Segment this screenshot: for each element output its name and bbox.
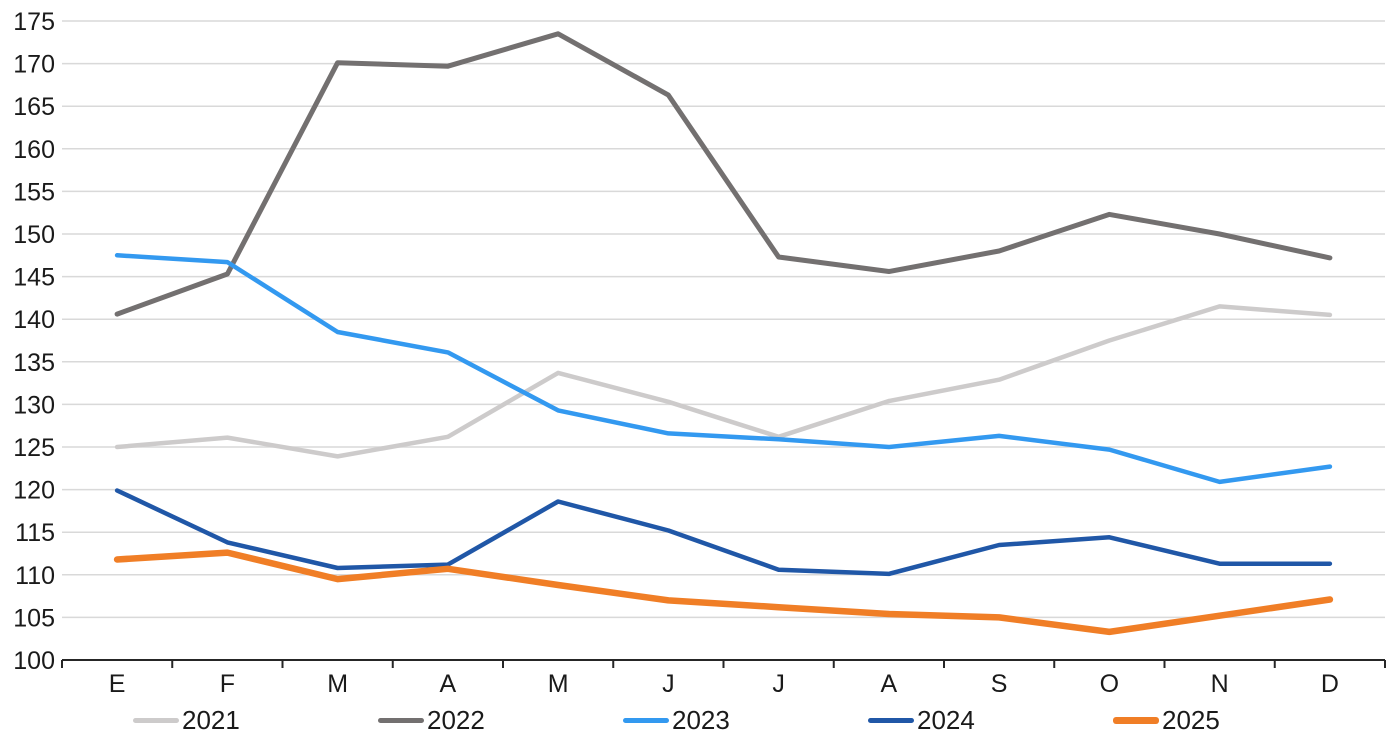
x-axis-month-label: A (881, 670, 898, 698)
series-line-2025 (113, 549, 1334, 636)
y-axis-tick-label: 140 (13, 306, 55, 334)
chart-legend: 2021 2022 2023 2024 2025 (0, 700, 1400, 740)
y-axis-tick-label: 100 (13, 647, 55, 675)
y-axis-tick-label: 165 (13, 93, 55, 121)
legend-swatch-2023 (623, 717, 669, 723)
x-axis-month-label: F (220, 670, 235, 698)
y-axis-tick-label: 170 (13, 51, 55, 79)
legend-item-2022: 2022 (378, 700, 485, 740)
legend-swatch-2022 (378, 717, 424, 723)
x-axis-month-label: A (440, 670, 457, 698)
x-axis-month-label: E (109, 670, 126, 698)
x-axis-month-label: S (991, 670, 1008, 698)
y-axis-tick-label: 160 (13, 136, 55, 164)
y-axis-tick-label: 135 (13, 349, 55, 377)
legend-swatch-2025 (1113, 716, 1159, 724)
x-axis-month-label: O (1100, 670, 1119, 698)
x-axis-month-label: D (1321, 670, 1339, 698)
legend-label-2025: 2025 (1162, 705, 1220, 735)
legend-label-2023: 2023 (672, 705, 730, 735)
legend-item-2024: 2024 (868, 700, 975, 740)
x-axis-month-label: M (548, 670, 569, 698)
x-axis-month-label: J (772, 670, 785, 698)
legend-item-2021: 2021 (133, 700, 240, 740)
y-axis-tick-label: 110 (15, 562, 55, 590)
legend-label-2021: 2021 (182, 705, 240, 735)
y-axis-tick-label: 155 (13, 178, 55, 206)
x-axis-month-label: M (327, 670, 348, 698)
series-line-2023 (114, 253, 1333, 485)
y-axis-tick-label: 145 (13, 264, 55, 292)
legend-item-2025: 2025 (1113, 700, 1220, 740)
series-line-2024 (114, 488, 1333, 577)
legend-label-2024: 2024 (917, 705, 975, 735)
y-axis-tick-label: 125 (13, 434, 55, 462)
y-axis-tick-label: 115 (15, 519, 55, 547)
x-axis-month-label: J (662, 670, 675, 698)
legend-label-2022: 2022 (427, 705, 485, 735)
legend-swatch-2024 (868, 717, 914, 723)
y-axis-tick-label: 105 (13, 604, 55, 632)
y-axis-tick-label: 175 (13, 8, 55, 36)
x-axis-month-label: N (1211, 670, 1229, 698)
y-axis-tick-label: 130 (13, 391, 55, 419)
series-line-2021 (114, 304, 1333, 459)
y-axis-tick-label: 150 (13, 221, 55, 249)
legend-item-2023: 2023 (623, 700, 730, 740)
series-line-2022 (114, 31, 1333, 317)
y-axis-tick-label: 120 (13, 477, 55, 505)
legend-swatch-2021 (133, 717, 179, 723)
